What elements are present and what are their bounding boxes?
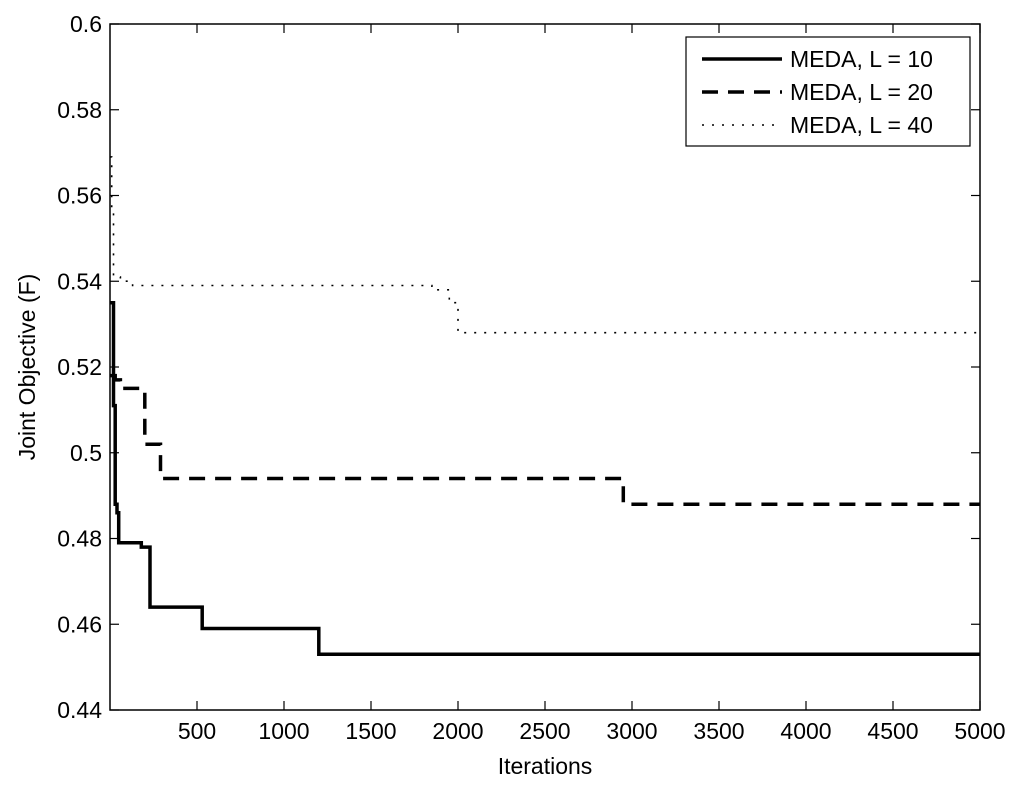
ticks-layer: 500 1000 1500 2000 2500 3000 3500 4000 4500 5000 0… [57, 11, 1005, 744]
y-tick-label: 0.48 [57, 526, 102, 552]
y-tick-label: 0.56 [57, 183, 102, 209]
series-line-3 [110, 156, 980, 334]
x-tick-label: 500 [178, 718, 216, 744]
x-tick-label: 4000 [780, 718, 831, 744]
x-tick-label: 4500 [867, 718, 918, 744]
y-tick-label: 0.46 [57, 611, 102, 637]
series-line-1 [110, 300, 980, 657]
y-tick-label: 0.54 [57, 268, 102, 294]
x-tick-label: 2000 [432, 718, 483, 744]
legend-label: MEDA, L = 10 [790, 46, 933, 72]
series-layer [110, 156, 980, 657]
series-line-2 [110, 373, 980, 506]
y-tick-label: 0.5 [70, 440, 102, 466]
y-tick-label: 0.52 [57, 354, 102, 380]
x-tick-label: 2500 [519, 718, 570, 744]
x-tick-label: 3000 [606, 718, 657, 744]
legend-label: MEDA, L = 40 [790, 112, 933, 138]
y-tick-label: 0.6 [70, 11, 102, 37]
x-axis-title: Iterations [498, 753, 593, 779]
x-tick-label: 3500 [693, 718, 744, 744]
x-tick-label: 1000 [258, 718, 309, 744]
x-tick-label: 5000 [954, 718, 1005, 744]
y-axis-title: Joint Objective (F) [14, 274, 40, 461]
legend: MEDA, L = 10 MEDA, L = 20 MEDA, L = 40 [685, 36, 971, 147]
y-tick-label: 0.58 [57, 97, 102, 123]
legend-label: MEDA, L = 20 [790, 79, 933, 105]
x-tick-label: 1500 [345, 718, 396, 744]
y-tick-label: 0.44 [57, 697, 102, 723]
